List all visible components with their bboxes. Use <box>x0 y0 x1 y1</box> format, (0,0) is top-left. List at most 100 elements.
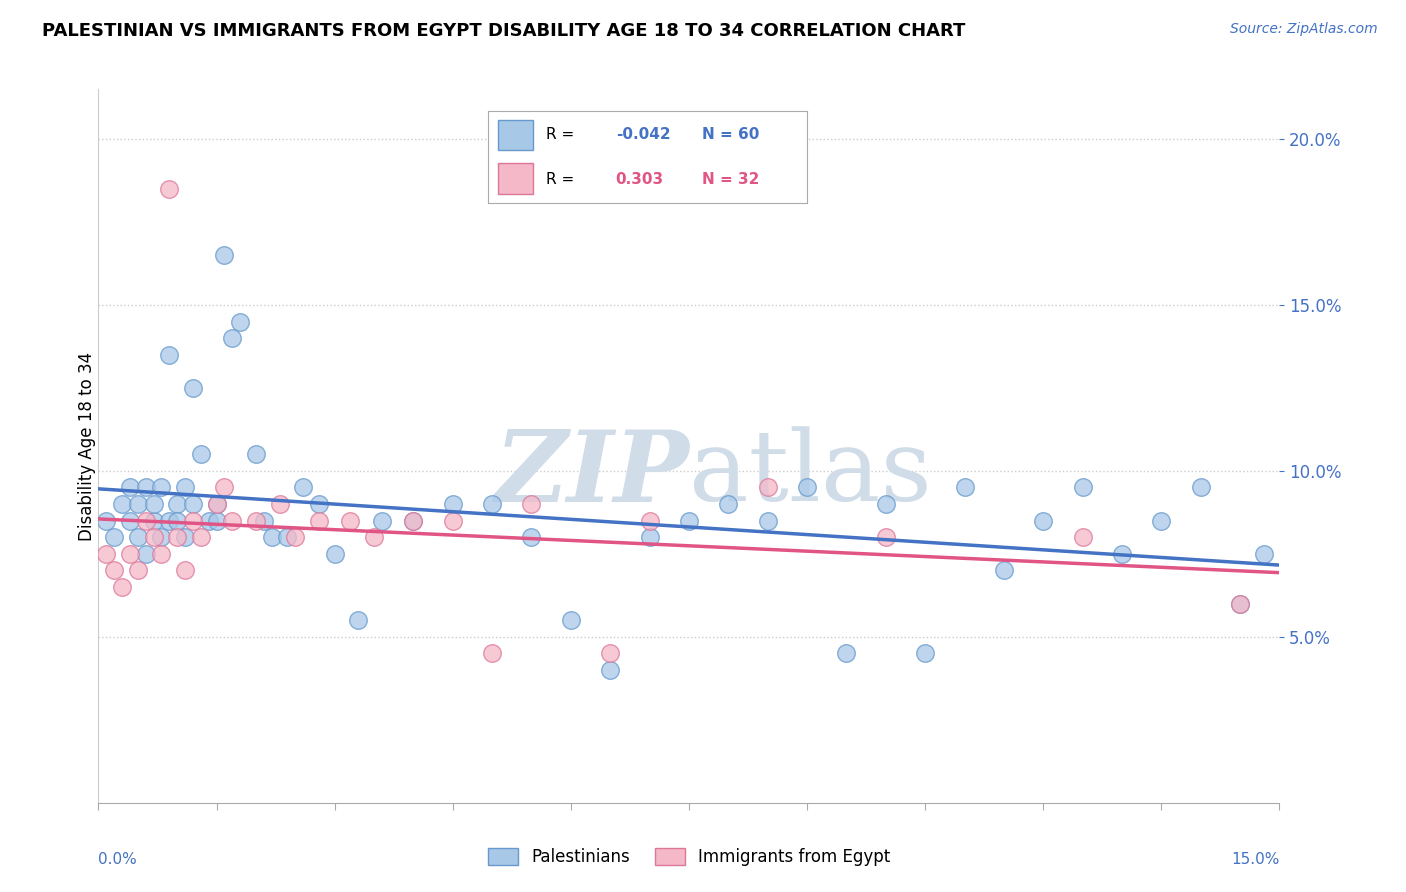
Point <box>166 497 188 511</box>
Point <box>142 497 165 511</box>
Point <box>221 514 243 528</box>
Point <box>292 481 315 495</box>
Point <box>1150 514 1173 528</box>
Point <box>1071 481 1094 495</box>
Point <box>1253 547 1275 561</box>
Point <box>205 497 228 511</box>
Point <box>166 530 188 544</box>
Point <box>308 497 330 511</box>
Point <box>993 564 1015 578</box>
Point <box>174 481 197 495</box>
Point <box>142 530 165 544</box>
Point <box>914 647 936 661</box>
Legend: Palestinians, Immigrants from Egypt: Palestinians, Immigrants from Egypt <box>481 841 897 873</box>
Point <box>599 663 621 677</box>
Point <box>402 514 425 528</box>
Point <box>520 497 543 511</box>
Point <box>118 481 141 495</box>
Point <box>103 564 125 578</box>
Point <box>205 514 228 528</box>
Point <box>875 497 897 511</box>
Point <box>166 514 188 528</box>
Point <box>118 514 141 528</box>
Point <box>190 530 212 544</box>
Point <box>875 530 897 544</box>
Point <box>308 514 330 528</box>
Point <box>157 348 180 362</box>
Point <box>276 530 298 544</box>
Point <box>441 497 464 511</box>
Point <box>339 514 361 528</box>
Point <box>1071 530 1094 544</box>
Point <box>181 381 204 395</box>
Point <box>150 547 173 561</box>
Point <box>197 514 219 528</box>
Point <box>520 530 543 544</box>
Point <box>174 564 197 578</box>
Point <box>103 530 125 544</box>
Text: Source: ZipAtlas.com: Source: ZipAtlas.com <box>1230 22 1378 37</box>
Point <box>441 514 464 528</box>
Point <box>347 613 370 627</box>
Point <box>135 514 157 528</box>
Point <box>560 613 582 627</box>
Point <box>1032 514 1054 528</box>
Point <box>245 514 267 528</box>
Point <box>245 447 267 461</box>
Text: 15.0%: 15.0% <box>1232 852 1279 867</box>
Point <box>221 331 243 345</box>
Point <box>756 481 779 495</box>
Point <box>599 647 621 661</box>
Point <box>796 481 818 495</box>
Point <box>135 481 157 495</box>
Point <box>1229 597 1251 611</box>
Point <box>717 497 740 511</box>
Point <box>135 547 157 561</box>
Point <box>157 514 180 528</box>
Point <box>205 497 228 511</box>
Point <box>181 514 204 528</box>
Text: ZIP: ZIP <box>494 426 689 523</box>
Point <box>269 497 291 511</box>
Point <box>756 514 779 528</box>
Point <box>96 514 118 528</box>
Point <box>371 514 394 528</box>
Point <box>150 481 173 495</box>
Point <box>111 580 134 594</box>
Point <box>253 514 276 528</box>
Point <box>142 514 165 528</box>
Text: atlas: atlas <box>689 426 932 523</box>
Point <box>127 564 149 578</box>
Point <box>638 530 661 544</box>
Text: PALESTINIAN VS IMMIGRANTS FROM EGYPT DISABILITY AGE 18 TO 34 CORRELATION CHART: PALESTINIAN VS IMMIGRANTS FROM EGYPT DIS… <box>42 22 966 40</box>
Point <box>157 182 180 196</box>
Point <box>190 447 212 461</box>
Point <box>363 530 385 544</box>
Point <box>323 547 346 561</box>
Point <box>150 530 173 544</box>
Point <box>229 314 252 328</box>
Point <box>678 514 700 528</box>
Point <box>214 481 236 495</box>
Point <box>284 530 307 544</box>
Point <box>174 530 197 544</box>
Point <box>96 547 118 561</box>
Point <box>638 514 661 528</box>
Point <box>481 497 503 511</box>
Point <box>1189 481 1212 495</box>
Point <box>1111 547 1133 561</box>
Point <box>214 248 236 262</box>
Y-axis label: Disability Age 18 to 34: Disability Age 18 to 34 <box>79 351 96 541</box>
Point <box>1229 597 1251 611</box>
Point <box>402 514 425 528</box>
Text: 0.0%: 0.0% <box>98 852 138 867</box>
Point <box>260 530 283 544</box>
Point <box>127 497 149 511</box>
Point <box>835 647 858 661</box>
Point <box>481 647 503 661</box>
Point <box>127 530 149 544</box>
Point <box>181 497 204 511</box>
Point <box>111 497 134 511</box>
Point <box>118 547 141 561</box>
Point <box>953 481 976 495</box>
